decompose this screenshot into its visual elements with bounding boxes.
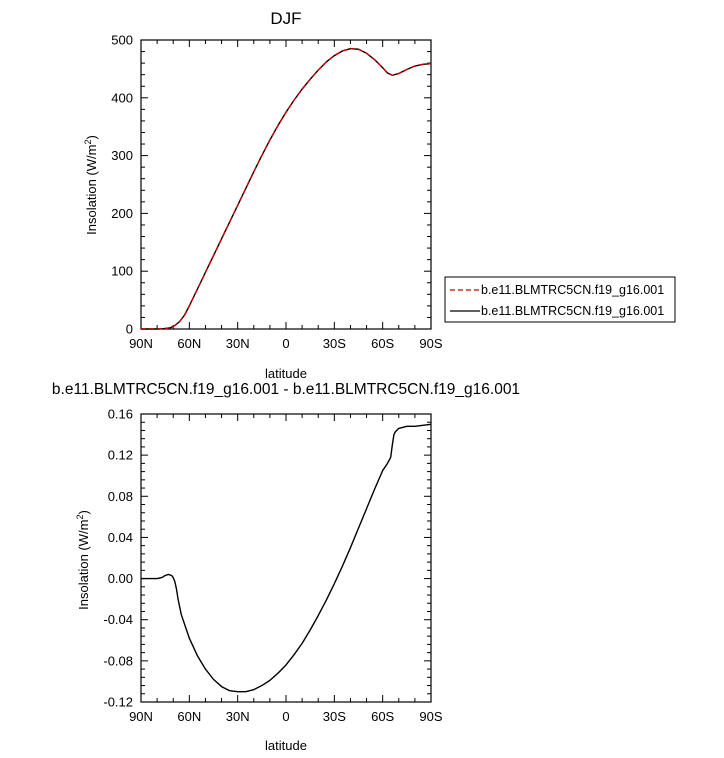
top-y-axis-label: Insolation (W/m2) [83,135,99,235]
bottom-x-tick-label: 60N [177,709,201,724]
top-y-tick-label: 0 [126,322,133,337]
bottom-y-axis-label-close: ) [76,510,91,514]
top-x-tick-label: 0 [282,336,289,351]
bottom-y-tick-label: -0.04 [103,612,133,627]
bottom-y-tick-label: 0.04 [108,530,133,545]
top-x-tick-label: 30N [226,336,250,351]
bottom-y-tick-label: 0.08 [108,489,133,504]
bottom-y-tick-label: -0.12 [103,695,133,710]
bottom-x-axis-label: latitude [265,738,307,753]
top-plot-area: 90N 60N 30N 0 30S 60S 90S 0 100 200 300 400 500 [111,33,443,352]
top-y-axis-label-main: Insolation (W/m [84,145,99,235]
bottom-series-line-1 [141,423,432,693]
top-x-tick-label: 60N [177,336,201,351]
top-x-tick-label: 30S [323,336,346,351]
top-x-tick-label: 90N [129,336,153,351]
top-x-axis-label: latitude [265,366,307,381]
bottom-x-tick-label: 0 [282,709,289,724]
top-y-tick-label: 300 [111,148,133,163]
bottom-x-tick-label: 90S [419,709,442,724]
bottom-chart: b.e11.BLMTRC5CN.f19_g16.001 - b.e11.BLMT… [52,381,520,753]
bottom-x-tick-label: 30S [323,709,346,724]
legend-entry-1: b.e11.BLMTRC5CN.f19_g16.001 [481,283,664,297]
bottom-x-tick-label: 30N [226,709,250,724]
bottom-y-axis-label: Insolation (W/m2) [75,510,91,610]
bottom-chart-title: b.e11.BLMTRC5CN.f19_g16.001 - b.e11.BLMT… [52,381,520,398]
bottom-y-tick-label: 0.12 [108,448,133,463]
top-chart: DJF 90N 60N 30N 0 30S 60S 90S0100200300400500 … [83,9,443,381]
legend-entry-2: b.e11.BLMTRC5CN.f19_g16.001 [481,304,664,318]
top-y-tick-label: 100 [111,264,133,279]
legend: b.e11.BLMTRC5CN.f19_g16.001 b.e11.BLMTRC… [444,276,676,323]
top-series-line-1 [141,47,432,330]
top-y-tick-label: 200 [111,206,133,221]
top-y-tick-label: 500 [111,33,133,48]
bottom-y-tick-label: 0.00 [108,571,133,586]
bottom-x-tick-label: 60S [371,709,394,724]
bottom-x-tick-label: 90N [129,709,153,724]
bottom-y-tick-label: 0.16 [108,407,133,422]
top-chart-title: DJF [270,9,301,28]
top-y-axis-label-close: ) [84,135,99,139]
bottom-y-axis-label-sup: 2 [75,515,85,520]
top-y-axis-label-sup: 2 [83,140,93,145]
bottom-y-tick-label: -0.08 [103,653,133,668]
bottom-y-axis-label-main: Insolation (W/m [76,520,91,610]
top-y-tick-label: 400 [111,90,133,105]
top-x-tick-label: 90S [419,336,442,351]
top-x-tick-label: 60S [371,336,394,351]
bottom-plot-area: 90N 60N 30N 0 30S 60S 90S -0.12 -0.08 -0.04 0.00 0.… [103,407,443,725]
legend-box [444,276,676,323]
